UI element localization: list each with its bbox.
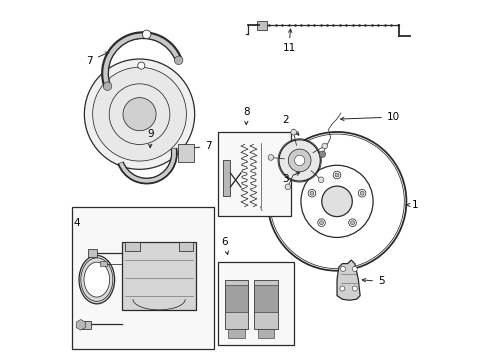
Text: 7: 7	[181, 141, 212, 151]
Circle shape	[307, 189, 315, 197]
Bar	[81, 321, 91, 329]
Bar	[256, 21, 266, 30]
Circle shape	[138, 62, 144, 69]
Bar	[254, 285, 277, 312]
Ellipse shape	[84, 262, 109, 297]
Ellipse shape	[79, 256, 114, 304]
Circle shape	[358, 189, 365, 197]
Text: 7: 7	[86, 52, 109, 66]
Circle shape	[174, 56, 183, 64]
Bar	[88, 249, 97, 257]
Circle shape	[334, 173, 338, 177]
Circle shape	[317, 219, 325, 226]
Text: 1: 1	[406, 200, 418, 210]
Circle shape	[340, 266, 345, 271]
Circle shape	[321, 143, 327, 149]
Circle shape	[332, 171, 340, 179]
Circle shape	[142, 30, 151, 39]
Bar	[100, 261, 106, 266]
Bar	[224, 285, 247, 312]
Bar	[72, 207, 214, 349]
Bar	[223, 161, 229, 196]
Circle shape	[267, 154, 273, 160]
Circle shape	[319, 221, 323, 225]
Bar	[178, 242, 192, 251]
Circle shape	[122, 98, 156, 131]
Circle shape	[285, 184, 290, 190]
Text: 3: 3	[282, 172, 299, 184]
Text: 10: 10	[340, 112, 399, 122]
Text: 6: 6	[221, 237, 228, 255]
Polygon shape	[336, 260, 359, 300]
Circle shape	[84, 59, 194, 169]
Circle shape	[288, 149, 310, 172]
Bar	[217, 132, 290, 216]
Text: 8: 8	[243, 107, 249, 125]
Bar	[217, 262, 294, 346]
Bar	[122, 242, 196, 310]
Text: 4: 4	[73, 218, 80, 228]
Bar	[228, 329, 244, 338]
Text: 5: 5	[362, 276, 384, 287]
Circle shape	[321, 186, 351, 217]
Bar	[178, 144, 194, 162]
Circle shape	[351, 286, 357, 291]
Circle shape	[339, 286, 344, 291]
Text: 2: 2	[282, 115, 298, 135]
Bar	[254, 280, 277, 329]
Bar	[224, 280, 247, 329]
Circle shape	[92, 67, 186, 161]
Circle shape	[279, 140, 320, 181]
Text: 9: 9	[146, 129, 153, 148]
Circle shape	[318, 177, 324, 183]
Circle shape	[350, 221, 354, 225]
Text: 11: 11	[282, 29, 295, 53]
Circle shape	[294, 155, 304, 166]
Circle shape	[319, 151, 325, 157]
Circle shape	[309, 191, 313, 195]
Bar	[125, 242, 139, 251]
Circle shape	[348, 219, 356, 226]
Circle shape	[360, 191, 363, 195]
Polygon shape	[118, 148, 177, 184]
Circle shape	[103, 82, 112, 90]
Circle shape	[290, 129, 296, 135]
Circle shape	[351, 266, 357, 271]
Bar	[258, 329, 273, 338]
Polygon shape	[102, 32, 181, 87]
